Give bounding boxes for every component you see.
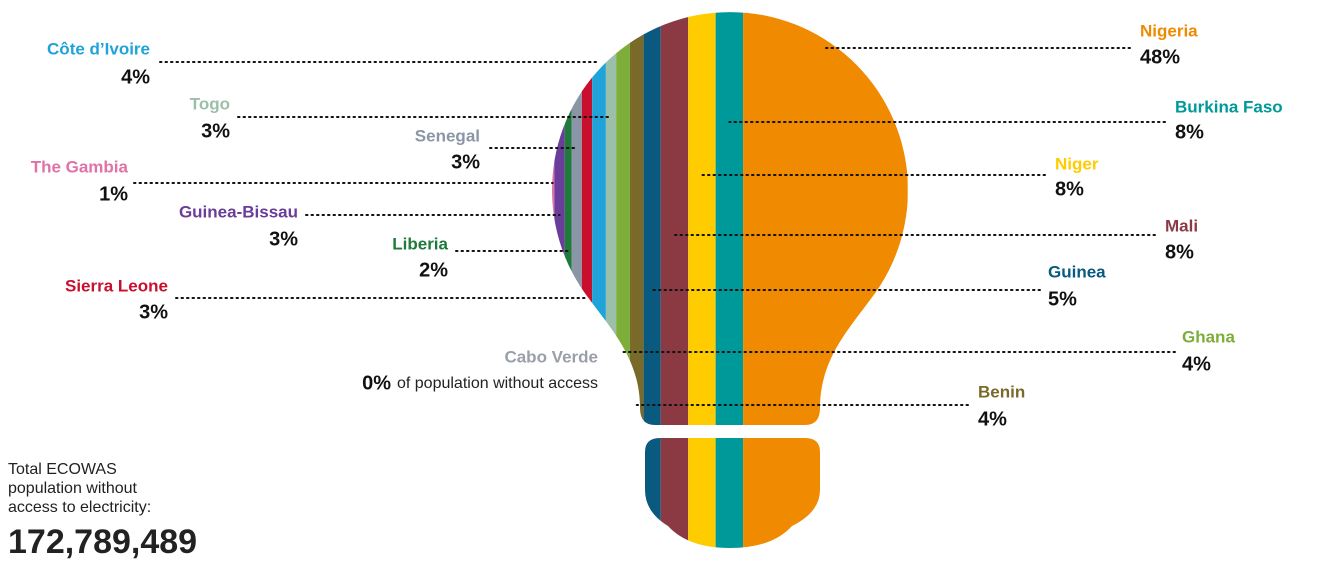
- percent-label: 8%: [1165, 241, 1194, 263]
- country-label: Burkina Faso: [1175, 97, 1283, 116]
- stripe: [616, 12, 630, 548]
- percent-label: 0%: [362, 372, 391, 394]
- stripe: [629, 12, 644, 548]
- country-label: Nigeria: [1140, 21, 1198, 40]
- stripe: [552, 12, 555, 548]
- country-label: Niger: [1055, 154, 1099, 173]
- percent-label: 3%: [451, 151, 480, 173]
- percent-label: 48%: [1140, 46, 1180, 68]
- note: of population without access: [397, 375, 598, 392]
- percent-label: 5%: [1048, 288, 1077, 310]
- total-box: Total ECOWAS population without access t…: [8, 460, 197, 562]
- percent-label: 8%: [1175, 121, 1204, 143]
- percent-label: 4%: [978, 408, 1007, 430]
- country-label: Côte d’Ivoire: [47, 39, 150, 58]
- stripe: [743, 12, 908, 548]
- country-label: Guinea-Bissau: [179, 202, 298, 221]
- country-label: Liberia: [392, 234, 448, 253]
- total-label: Total ECOWAS population without access t…: [8, 461, 152, 516]
- stripe: [581, 12, 593, 548]
- percent-label: 4%: [1182, 353, 1211, 375]
- country-label: Ghana: [1182, 327, 1235, 346]
- stripe: [688, 12, 716, 548]
- stripe: [715, 12, 744, 548]
- country-label: The Gambia: [31, 157, 129, 176]
- stripe: [554, 12, 565, 548]
- country-label: Benin: [978, 382, 1025, 401]
- stripe: [592, 12, 606, 548]
- country-label: Sierra Leone: [65, 276, 168, 295]
- stripe: [660, 12, 689, 548]
- percent-label: 4%: [121, 66, 150, 88]
- country-label: Guinea: [1048, 262, 1106, 281]
- percent-label: 3%: [139, 301, 168, 323]
- bulb: [552, 12, 908, 548]
- percent-label: 1%: [99, 183, 128, 205]
- percent-label: 3%: [269, 228, 298, 250]
- stripe: [571, 12, 582, 548]
- country-label: Cabo Verde: [504, 347, 598, 366]
- country-label: Togo: [190, 94, 230, 113]
- country-label: Mali: [1165, 216, 1198, 235]
- percent-label: 3%: [201, 120, 230, 142]
- total-value: 172,789,489: [8, 523, 198, 561]
- country-label: Senegal: [415, 126, 480, 145]
- stripe: [564, 12, 572, 548]
- stripe: [605, 12, 617, 548]
- percent-label: 8%: [1055, 178, 1084, 200]
- percent-label: 2%: [419, 259, 448, 281]
- stripe: [643, 12, 661, 548]
